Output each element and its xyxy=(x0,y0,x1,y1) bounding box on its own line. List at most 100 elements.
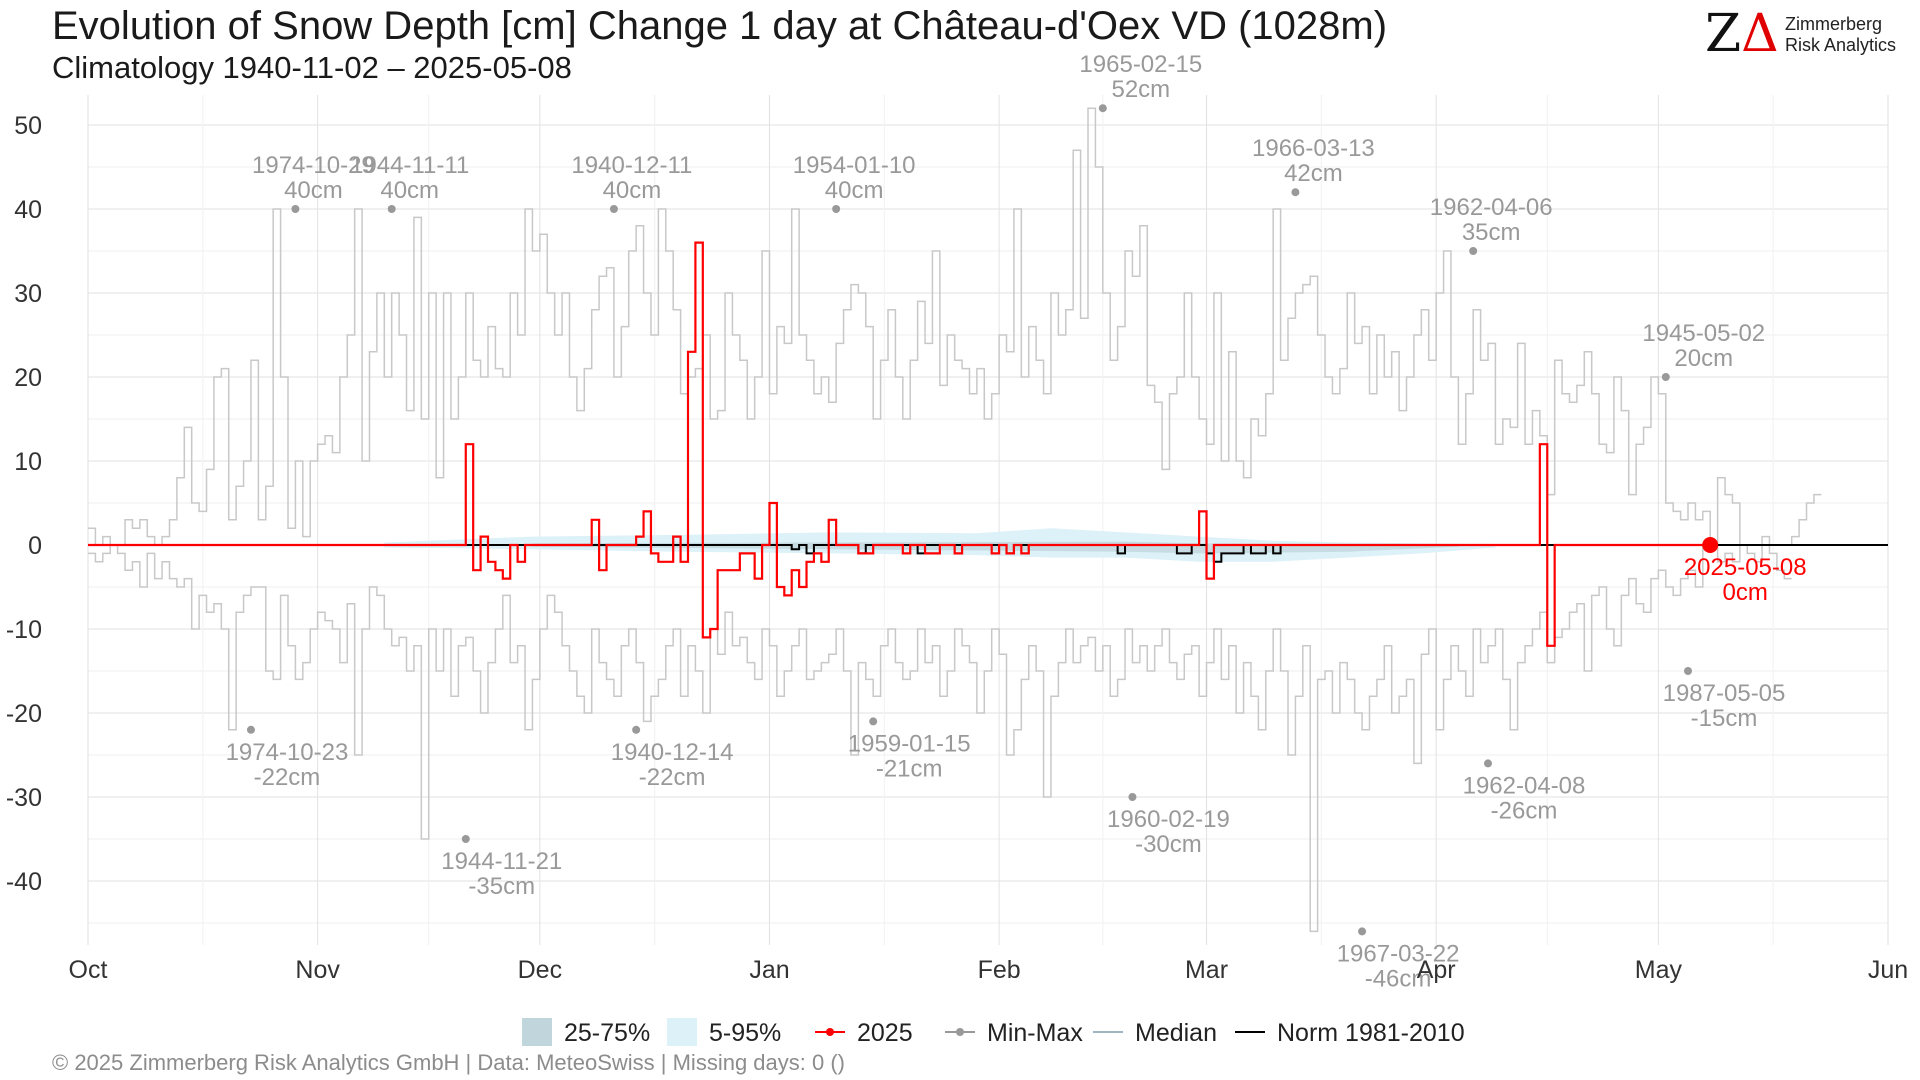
max-annotation-value: 52cm xyxy=(1111,76,1170,103)
x-tick-label: Nov xyxy=(295,956,340,984)
max-point-dot xyxy=(1469,247,1478,255)
x-tick-label: Jun xyxy=(1868,956,1908,984)
y-tick-label: 30 xyxy=(14,280,42,308)
legend-dot-current xyxy=(826,1028,834,1036)
extreme-annotations: 1974-10-2940cm1944-11-1140cm1940-12-1140… xyxy=(226,51,1807,992)
page-title: Evolution of Snow Depth [cm] Change 1 da… xyxy=(52,4,1388,48)
max-annotation-value: 40cm xyxy=(603,177,662,204)
legend-label: Norm 1981-2010 xyxy=(1277,1019,1465,1047)
min-annotation-value: -46cm xyxy=(1365,965,1432,992)
max-point-dot xyxy=(291,205,300,213)
current-point-dot xyxy=(1702,537,1719,553)
norm-series-line xyxy=(88,544,1888,563)
min-annotation-date: 1960-02-19 xyxy=(1107,806,1230,833)
max-annotation-value: 40cm xyxy=(284,177,343,204)
y-axis: 50 40 30 20 10 0 -10 -20 -30 -40 xyxy=(6,112,42,896)
legend-swatch-band_outer xyxy=(667,1018,697,1046)
max-point-dot xyxy=(1098,104,1107,113)
min-annotation-value: -21cm xyxy=(876,755,943,782)
legend-swatch-band_inner xyxy=(522,1018,552,1046)
y-tick-label: -30 xyxy=(6,784,42,812)
min-max-series xyxy=(88,107,1822,933)
x-tick-label: Feb xyxy=(978,956,1021,984)
current-series xyxy=(88,241,1711,647)
min-point-dot xyxy=(1128,793,1137,801)
logo-line-1: Zimmerberg xyxy=(1785,14,1883,34)
max-annotation-value: 40cm xyxy=(825,177,884,204)
min-series-line xyxy=(88,544,1792,933)
max-point-dot xyxy=(1291,188,1300,197)
y-tick-label: 0 xyxy=(28,532,42,560)
footer-credits: © 2025 Zimmerberg Risk Analytics GmbH | … xyxy=(52,1050,845,1075)
min-annotation-date: 1940-12-14 xyxy=(611,739,734,766)
x-tick-label: Dec xyxy=(518,956,562,984)
min-point-dot xyxy=(1484,759,1492,768)
za-logo-icon: ZΔ xyxy=(1705,4,1779,64)
x-tick-label: Oct xyxy=(69,956,108,984)
company-logo: ZΔ Zimmerberg Risk Analytics xyxy=(1705,8,1905,60)
current-series-line xyxy=(88,241,1711,647)
min-annotation-date: 1967-03-22 xyxy=(1337,940,1460,967)
max-annotation-value: 20cm xyxy=(1674,345,1733,372)
norm-series xyxy=(88,544,1888,563)
y-tick-label: -10 xyxy=(6,616,42,644)
min-annotation-value: -30cm xyxy=(1135,831,1202,858)
max-annotation-date: 1940-12-11 xyxy=(571,152,692,179)
min-point-dot xyxy=(632,725,641,734)
max-annotation-date: 1962-04-06 xyxy=(1430,194,1553,221)
y-tick-label: 10 xyxy=(14,448,42,476)
x-tick-label: Jan xyxy=(749,956,789,984)
min-annotation-date: 1944-11-21 xyxy=(441,848,562,875)
max-annotation-date: 1954-01-10 xyxy=(793,152,916,179)
min-annotation-date: 1987-05-05 xyxy=(1663,680,1786,707)
legend-dot-minmax xyxy=(956,1028,964,1036)
current-annotation-date: 2025-05-08 xyxy=(1684,554,1807,581)
max-annotation-date: 1945-05-02 xyxy=(1642,320,1765,347)
max-annotation-value: 40cm xyxy=(380,177,439,204)
x-axis: Oct Nov Dec Jan Feb Mar Apr May Jun xyxy=(69,956,1909,984)
legend-label: Min-Max xyxy=(987,1019,1083,1047)
max-point-dot xyxy=(387,205,396,213)
x-tick-label: Apr xyxy=(1417,956,1456,984)
max-series-line xyxy=(88,107,1822,546)
y-tick-label: -40 xyxy=(6,868,42,896)
page-subtitle: Climatology 1940-11-02 – 2025-05-08 xyxy=(52,50,572,85)
x-tick-label: Mar xyxy=(1185,956,1228,984)
max-point-dot xyxy=(1661,373,1670,381)
current-annotation-value: 0cm xyxy=(1723,579,1768,606)
min-annotation-date: 1974-10-23 xyxy=(226,739,349,766)
max-point-dot xyxy=(832,205,841,213)
min-point-dot xyxy=(1684,667,1692,675)
max-annotation-date: 1965-02-15 xyxy=(1079,51,1202,78)
legend-label: 2025 xyxy=(857,1019,913,1047)
max-annotation-date: 1974-10-29 xyxy=(252,152,375,179)
legend-label: 25-75% xyxy=(564,1019,650,1047)
min-annotation-value: -22cm xyxy=(254,764,321,791)
legend-label: Median xyxy=(1135,1019,1217,1047)
legend-label: 5-95% xyxy=(709,1019,781,1047)
min-annotation-value: -26cm xyxy=(1491,797,1558,824)
grid-lines xyxy=(87,95,1889,945)
min-point-dot xyxy=(461,835,470,843)
max-annotation-value: 42cm xyxy=(1284,160,1343,187)
min-point-dot xyxy=(1358,927,1367,936)
min-annotation-value: -35cm xyxy=(468,873,535,900)
max-annotation-value: 35cm xyxy=(1462,219,1521,246)
max-annotation-date: 1944-11-11 xyxy=(350,152,469,179)
max-annotation-date: 1966-03-13 xyxy=(1252,135,1375,162)
min-point-dot xyxy=(246,725,255,734)
min-annotation-date: 1959-01-15 xyxy=(848,730,971,757)
x-tick-label: May xyxy=(1635,956,1683,984)
min-annotation-value: -15cm xyxy=(1691,705,1758,732)
logo-text: Zimmerberg Risk Analytics xyxy=(1785,14,1896,56)
min-annotation-value: -22cm xyxy=(639,764,706,791)
y-tick-label: 20 xyxy=(14,364,42,392)
max-point-dot xyxy=(609,205,618,213)
logo-line-2: Risk Analytics xyxy=(1785,35,1897,55)
y-tick-label: -20 xyxy=(6,700,42,728)
min-annotation-date: 1962-04-08 xyxy=(1463,772,1586,799)
y-tick-label: 40 xyxy=(14,196,42,224)
y-tick-label: 50 xyxy=(14,112,42,140)
min-point-dot xyxy=(869,717,878,726)
